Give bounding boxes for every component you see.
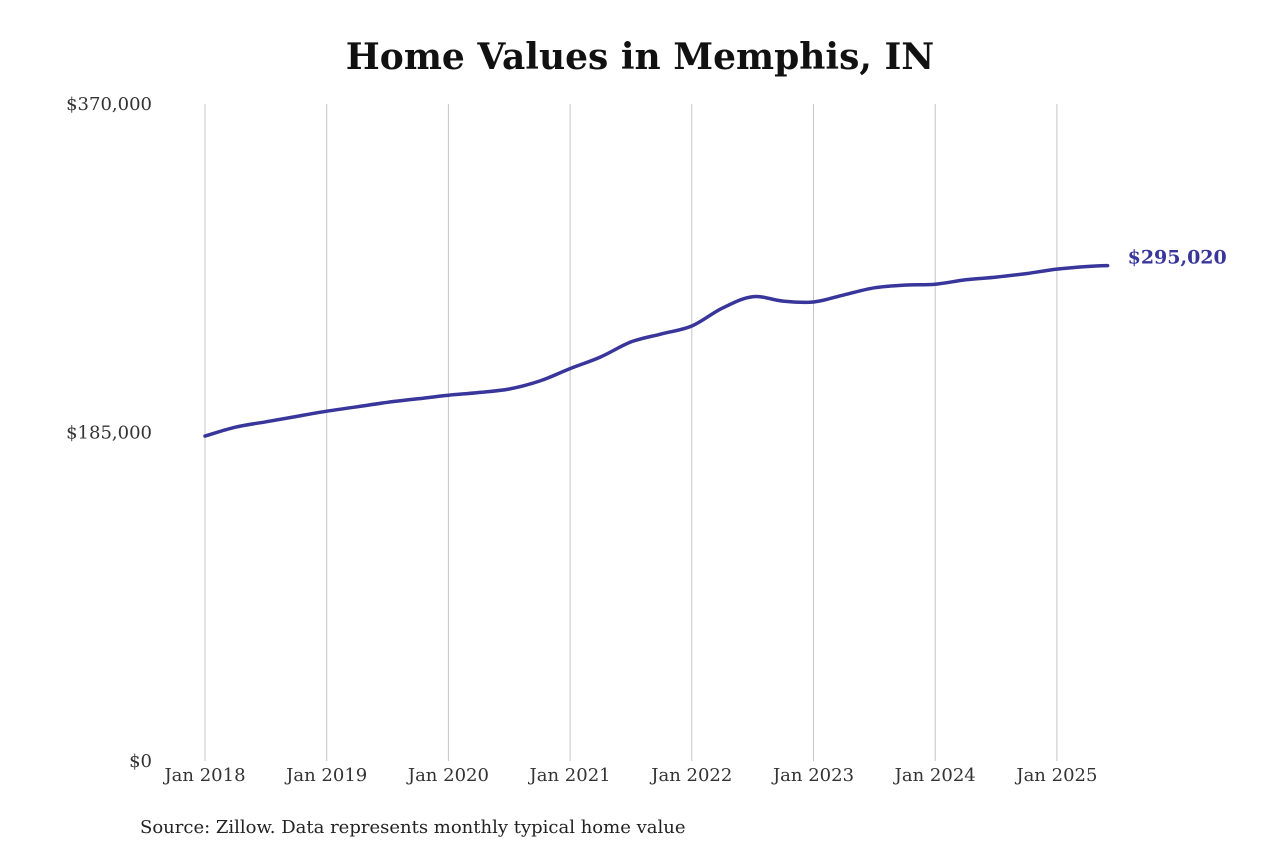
chart-title: Home Values in Memphis, IN xyxy=(345,36,935,78)
x-tick-label: Jan 2021 xyxy=(528,765,611,786)
x-tick-label: Jan 2024 xyxy=(893,765,976,786)
x-axis-ticks: Jan 2018 Jan 2019 Jan 2020 Jan 2021 Jan 2022… xyxy=(162,765,1097,786)
end-value-label: $295,020 xyxy=(1128,247,1227,269)
x-tick-label: Jan 2020 xyxy=(406,765,489,786)
source-note: Source: Zillow. Data represents monthly … xyxy=(140,817,686,838)
series-line xyxy=(203,263,1110,438)
x-tick-label: Jan 2018 xyxy=(162,765,245,786)
gridlines xyxy=(204,104,1058,761)
y-tick-label: $185,000 xyxy=(66,423,152,444)
x-tick-label: Jan 2022 xyxy=(649,765,732,786)
y-tick-label: $0 xyxy=(129,751,152,772)
y-axis-ticks: $0 $185,000 $370,000 xyxy=(66,94,152,772)
x-tick-label: Jan 2019 xyxy=(284,765,367,786)
x-tick-label: Jan 2023 xyxy=(771,765,854,786)
x-tick-label: Jan 2025 xyxy=(1014,765,1097,786)
y-tick-label: $370,000 xyxy=(66,94,152,115)
